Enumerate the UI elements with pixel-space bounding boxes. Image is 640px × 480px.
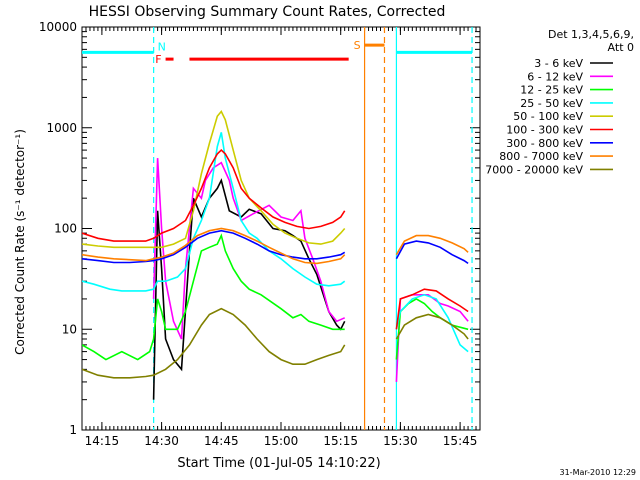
y-tick-label: 1000 — [46, 121, 77, 135]
series-line-9 — [82, 307, 469, 379]
y-tick-label: 10 — [62, 322, 77, 336]
legend-label-4: 25 - 50 keV — [520, 97, 583, 110]
legend-label-9: 7000 - 20000 keV — [485, 163, 583, 176]
y-tick-label: 10000 — [39, 20, 77, 34]
legend-title-line-2: Att 0 — [608, 41, 634, 54]
flag-label-n: N — [158, 40, 166, 53]
plot-area: 1 10 100 1000 10000 14:15 14:30 14:45 15:00 15:15… — [39, 20, 481, 448]
series-line-7 — [82, 229, 469, 265]
x-tick-label: 15:15 — [323, 434, 358, 448]
plot-frame — [81, 26, 481, 431]
legend-label-7: 300 - 800 keV — [506, 137, 583, 150]
legend-label-8: 800 - 7000 keV — [499, 150, 583, 163]
series-line-6 — [82, 148, 469, 330]
y-tick-label: 100 — [54, 222, 77, 236]
y-axis-label: Corrected Count Rate (s⁻¹ detector⁻¹) — [13, 129, 27, 355]
footer-date: 31-Mar-2010 12:29 — [560, 468, 637, 477]
x-axis-label: Start Time (01-Jul-05 14:10:22) — [177, 456, 380, 471]
x-tick-label: 15:30 — [383, 434, 418, 448]
legend-label-5: 50 - 100 keV — [513, 110, 583, 123]
series-line-4 — [82, 132, 469, 353]
legend-label-1: 3 - 6 keV — [534, 57, 583, 70]
flag-label-s: S — [354, 39, 361, 52]
x-tick-label: 14:30 — [144, 434, 179, 448]
y-tick-label: 1 — [69, 423, 77, 437]
legend-title-line-1: Det 1,3,4,5,6,9, — [548, 28, 634, 41]
series-line-2 — [152, 158, 469, 382]
chart-title: HESSI Observing Summary Count Rates, Cor… — [89, 4, 446, 20]
legend-label-3: 12 - 25 keV — [520, 84, 583, 97]
x-tick-label: 15:45 — [443, 434, 478, 448]
series-line-5 — [82, 110, 346, 249]
x-tick-label: 14:45 — [204, 434, 239, 448]
legend-label-6: 100 - 300 keV — [506, 124, 583, 137]
legend-label-2: 6 - 12 keV — [527, 70, 583, 83]
x-tick-label: 15:00 — [264, 434, 299, 448]
series-line-8 — [82, 227, 469, 265]
x-tick-label: 14:15 — [85, 434, 120, 448]
flag-label-f: F — [155, 53, 161, 66]
